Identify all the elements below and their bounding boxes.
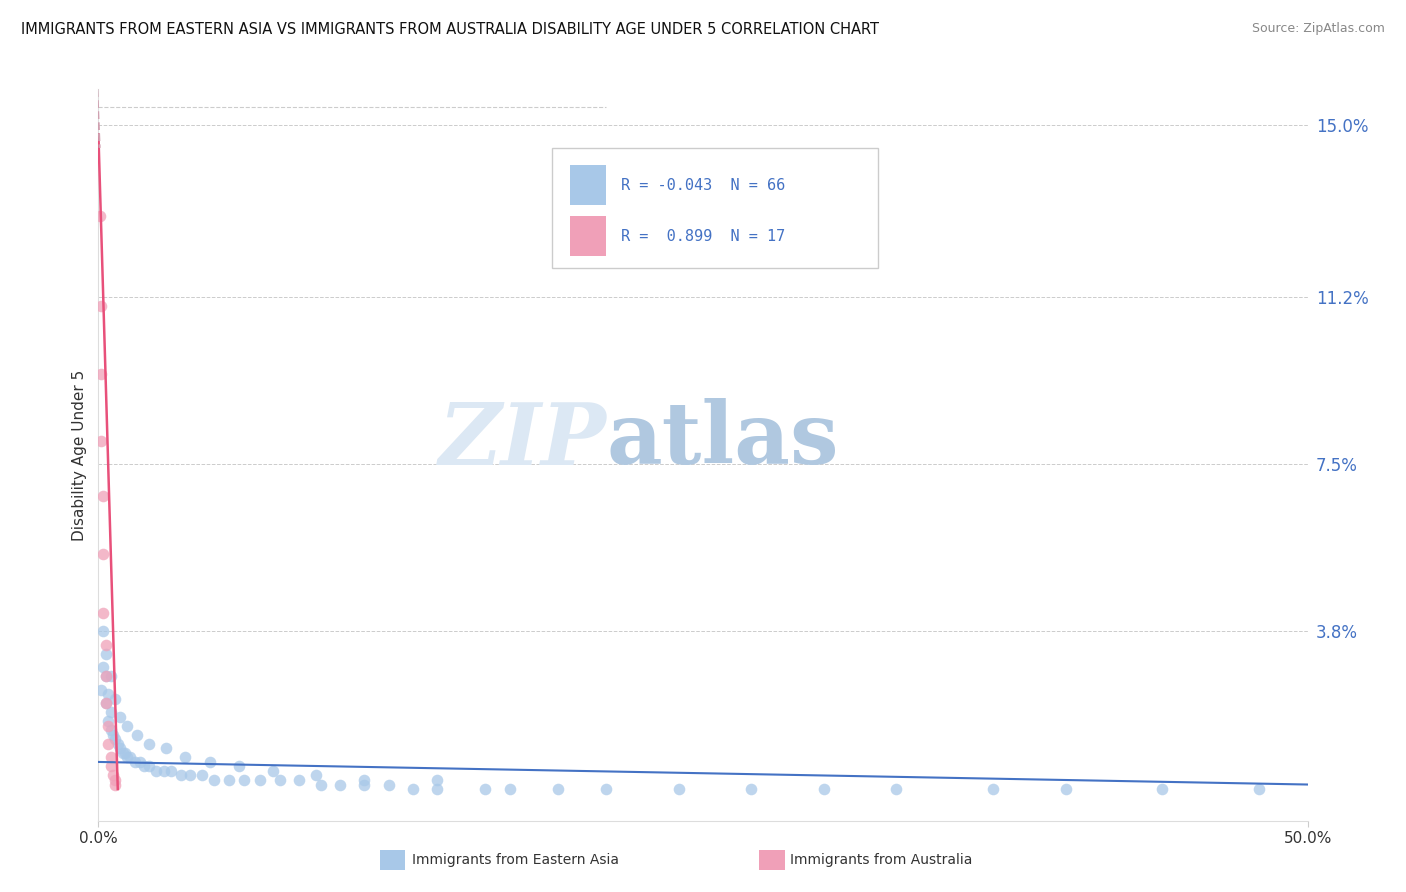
Point: [174, 750, 197, 764]
Point: [97, 714, 120, 729]
Point: [90, 367, 112, 381]
Point: [97, 737, 120, 751]
Point: [91, 624, 114, 638]
Point: [117, 750, 139, 764]
Point: [377, 778, 399, 792]
Text: R = -0.043  N = 66: R = -0.043 N = 66: [621, 178, 785, 193]
Point: [101, 768, 124, 782]
Text: Immigrants from Australia: Immigrants from Australia: [790, 853, 973, 867]
Point: [169, 768, 191, 782]
Point: [104, 778, 127, 792]
Point: [124, 755, 146, 769]
Point: [269, 772, 291, 787]
Point: [547, 782, 569, 797]
Y-axis label: Disability Age Under 5: Disability Age Under 5: [72, 369, 87, 541]
Point: [91, 547, 114, 561]
Point: [90, 434, 112, 449]
Point: [138, 759, 160, 773]
Point: [90, 682, 112, 697]
Point: [94, 696, 117, 710]
Point: [1249, 782, 1271, 797]
Point: [886, 782, 908, 797]
Point: [104, 732, 127, 747]
Text: IMMIGRANTS FROM EASTERN ASIA VS IMMIGRANTS FROM AUSTRALIA DISABILITY AGE UNDER 5: IMMIGRANTS FROM EASTERN ASIA VS IMMIGRAN…: [21, 22, 879, 37]
Point: [97, 719, 120, 733]
Point: [89, 209, 111, 223]
Point: [94, 647, 117, 661]
Point: [353, 772, 375, 787]
Text: Immigrants from Eastern Asia: Immigrants from Eastern Asia: [412, 853, 619, 867]
Text: ZIP: ZIP: [439, 399, 606, 482]
Point: [668, 782, 690, 797]
Point: [108, 710, 131, 724]
Point: [305, 768, 328, 782]
Point: [402, 782, 425, 797]
Point: [498, 782, 520, 797]
FancyBboxPatch shape: [551, 148, 879, 268]
Text: Source: ZipAtlas.com: Source: ZipAtlas.com: [1251, 22, 1385, 36]
Point: [127, 728, 149, 742]
Point: [104, 772, 127, 787]
Point: [118, 750, 141, 764]
Point: [138, 737, 160, 751]
Point: [117, 719, 139, 733]
Point: [595, 782, 617, 797]
Point: [228, 759, 250, 773]
Point: [232, 772, 254, 787]
Point: [91, 660, 114, 674]
Point: [218, 772, 240, 787]
Point: [474, 782, 496, 797]
Point: [426, 782, 449, 797]
Point: [813, 782, 835, 797]
Point: [111, 746, 134, 760]
Point: [107, 737, 129, 751]
Point: [97, 687, 120, 701]
Point: [100, 723, 122, 738]
Point: [740, 782, 762, 797]
Point: [329, 778, 352, 792]
Point: [426, 772, 449, 787]
Point: [94, 669, 117, 683]
Point: [288, 772, 311, 787]
Point: [100, 706, 122, 720]
Text: R =  0.899  N = 17: R = 0.899 N = 17: [621, 228, 785, 244]
FancyBboxPatch shape: [569, 216, 606, 256]
Point: [981, 782, 1004, 797]
Point: [204, 772, 226, 787]
Point: [1054, 782, 1077, 797]
Point: [108, 741, 131, 756]
Point: [94, 669, 117, 683]
Point: [309, 778, 332, 792]
Point: [94, 696, 117, 710]
FancyBboxPatch shape: [569, 164, 606, 205]
Point: [179, 768, 201, 782]
Point: [128, 755, 150, 769]
Point: [1152, 782, 1174, 797]
Point: [90, 299, 112, 313]
Point: [100, 759, 122, 773]
Point: [100, 750, 122, 764]
Point: [160, 764, 183, 778]
Point: [191, 768, 214, 782]
Point: [145, 764, 167, 778]
Point: [94, 638, 117, 652]
Point: [104, 691, 127, 706]
Point: [114, 746, 136, 760]
Point: [134, 759, 156, 773]
Point: [353, 778, 375, 792]
Point: [101, 728, 124, 742]
Point: [198, 755, 221, 769]
Point: [91, 606, 114, 620]
Point: [249, 772, 271, 787]
Point: [100, 669, 122, 683]
Text: atlas: atlas: [606, 399, 839, 483]
Point: [155, 741, 177, 756]
Point: [91, 489, 114, 503]
Point: [152, 764, 174, 778]
Point: [262, 764, 284, 778]
